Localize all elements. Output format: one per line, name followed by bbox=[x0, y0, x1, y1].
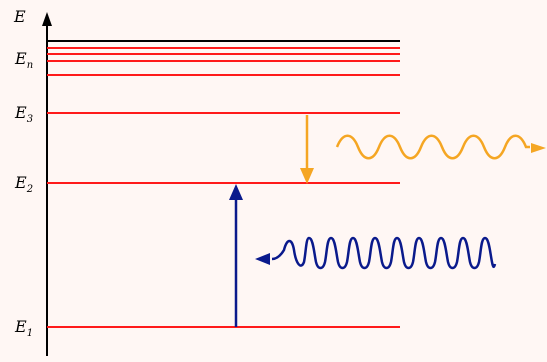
axis-label: E bbox=[13, 7, 26, 26]
emission-arrowhead bbox=[300, 168, 314, 184]
level-label-en: En bbox=[14, 49, 33, 71]
absorption-arrowhead bbox=[229, 184, 243, 200]
absorbed-photon-arrowhead bbox=[255, 253, 270, 265]
energy-axis-arrowhead bbox=[42, 12, 52, 26]
level-label-e3: E3 bbox=[14, 103, 33, 125]
level-label-e2: E2 bbox=[14, 173, 33, 195]
emitted-photon-arrowhead bbox=[531, 143, 546, 153]
absorbed-photon-wave bbox=[271, 236, 497, 270]
emitted-photon-wave bbox=[335, 134, 530, 160]
level-label-e1: E1 bbox=[14, 317, 33, 339]
